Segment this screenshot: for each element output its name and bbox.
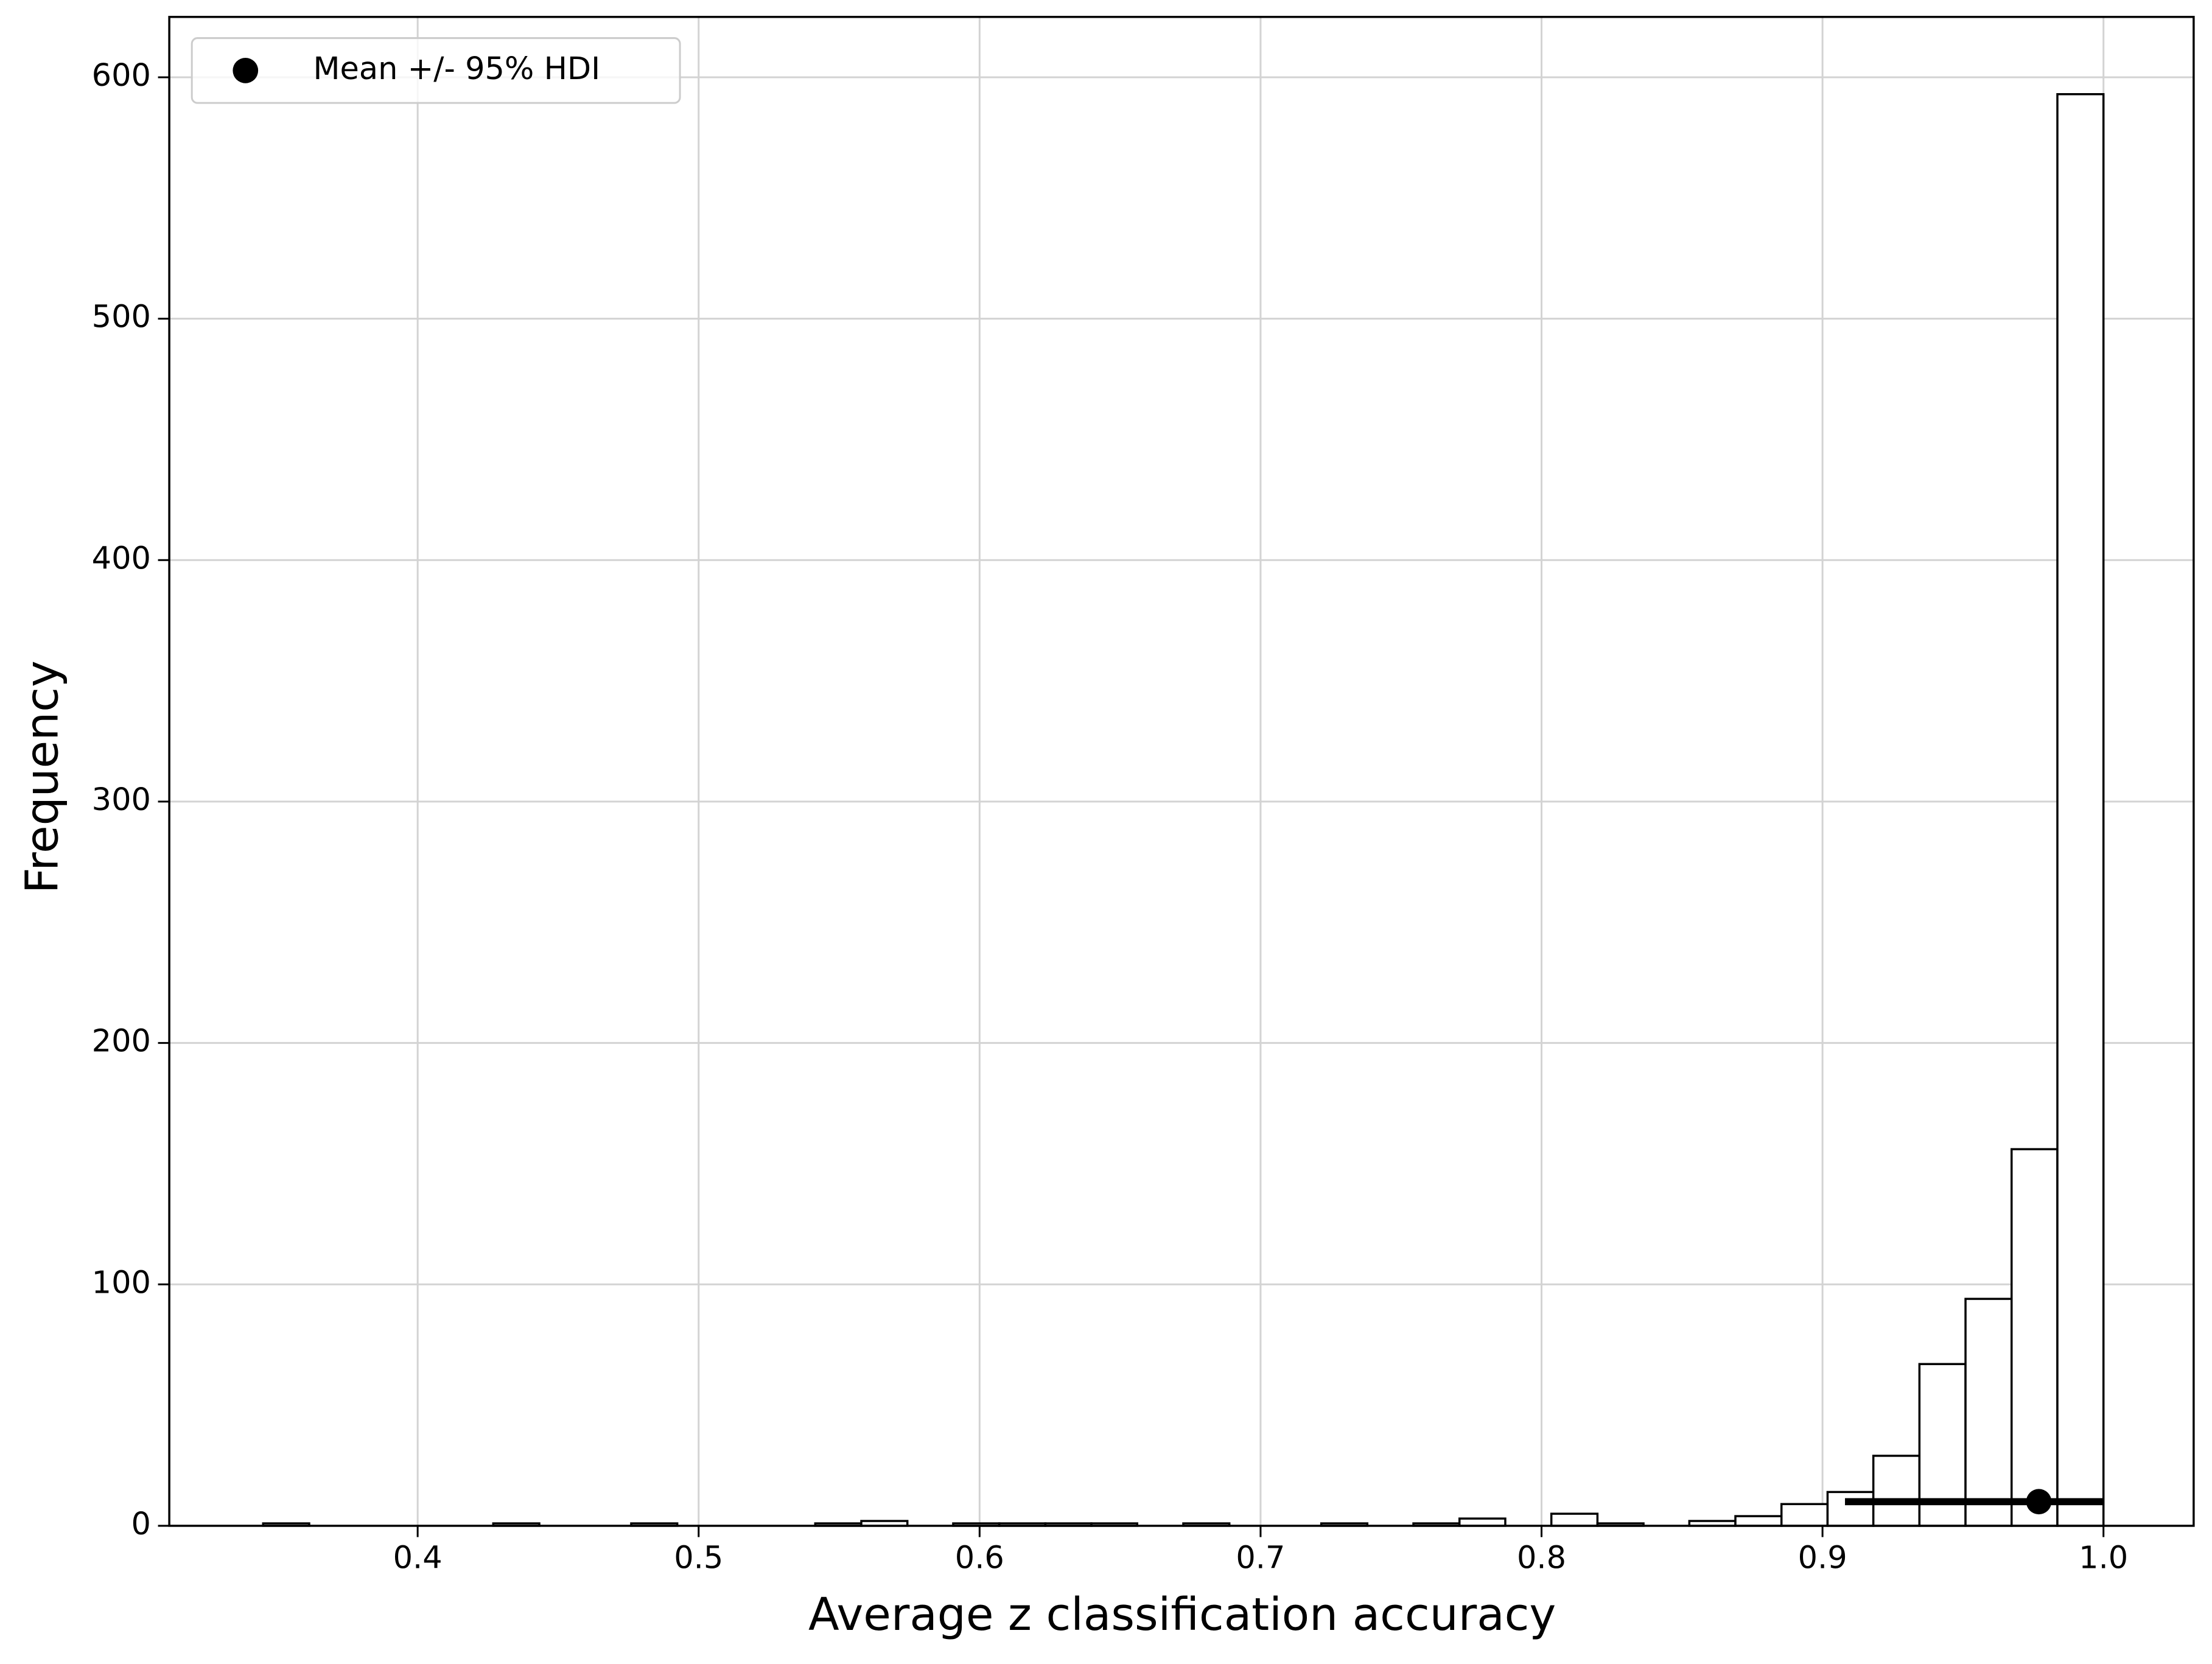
histogram-bar [1550, 1512, 1599, 1527]
y-tick-label: 600 [92, 58, 151, 94]
histogram-bar [2011, 1148, 2059, 1527]
x-axis-label: Average z classification accuracy [808, 1589, 1556, 1641]
legend-marker [233, 57, 259, 83]
x-tick-label: 0.6 [955, 1540, 1004, 1576]
x-tick-label: 0.5 [674, 1540, 723, 1576]
legend-label: Mean +/- 95% HDI [313, 51, 601, 87]
y-tick-label: 400 [92, 540, 151, 576]
histogram-bar [1872, 1455, 1921, 1527]
x-tick-label: 0.7 [1236, 1540, 1285, 1576]
legend-box [191, 37, 681, 104]
histogram-bar [1826, 1491, 1875, 1527]
x-tick-label: 0.4 [393, 1540, 443, 1576]
y-tick-label: 100 [92, 1265, 151, 1301]
y-axis-label: Frequency [16, 660, 69, 893]
legend: Mean +/- 95% HDI [191, 37, 681, 104]
histogram-bar [1780, 1503, 1829, 1527]
plot-frame [168, 16, 2195, 1527]
x-tick-label: 0.8 [1517, 1540, 1566, 1576]
y-tick-label: 200 [92, 1024, 151, 1060]
y-tick-label: 0 [131, 1506, 151, 1542]
x-tick-label: 0.9 [1798, 1540, 1847, 1576]
y-tick-label: 500 [92, 299, 151, 335]
histogram-bar [2056, 93, 2105, 1527]
histogram-bar [1734, 1515, 1783, 1527]
histogram-bar [1964, 1298, 2013, 1527]
histogram-bar [1458, 1517, 1507, 1527]
mean-point [2026, 1489, 2052, 1515]
y-tick-label: 300 [92, 782, 151, 818]
x-tick-label: 1.0 [2079, 1540, 2128, 1576]
